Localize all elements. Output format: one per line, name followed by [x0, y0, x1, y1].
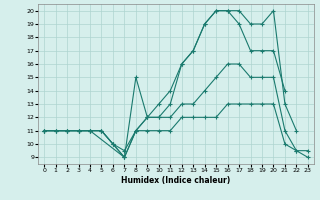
X-axis label: Humidex (Indice chaleur): Humidex (Indice chaleur) [121, 176, 231, 185]
